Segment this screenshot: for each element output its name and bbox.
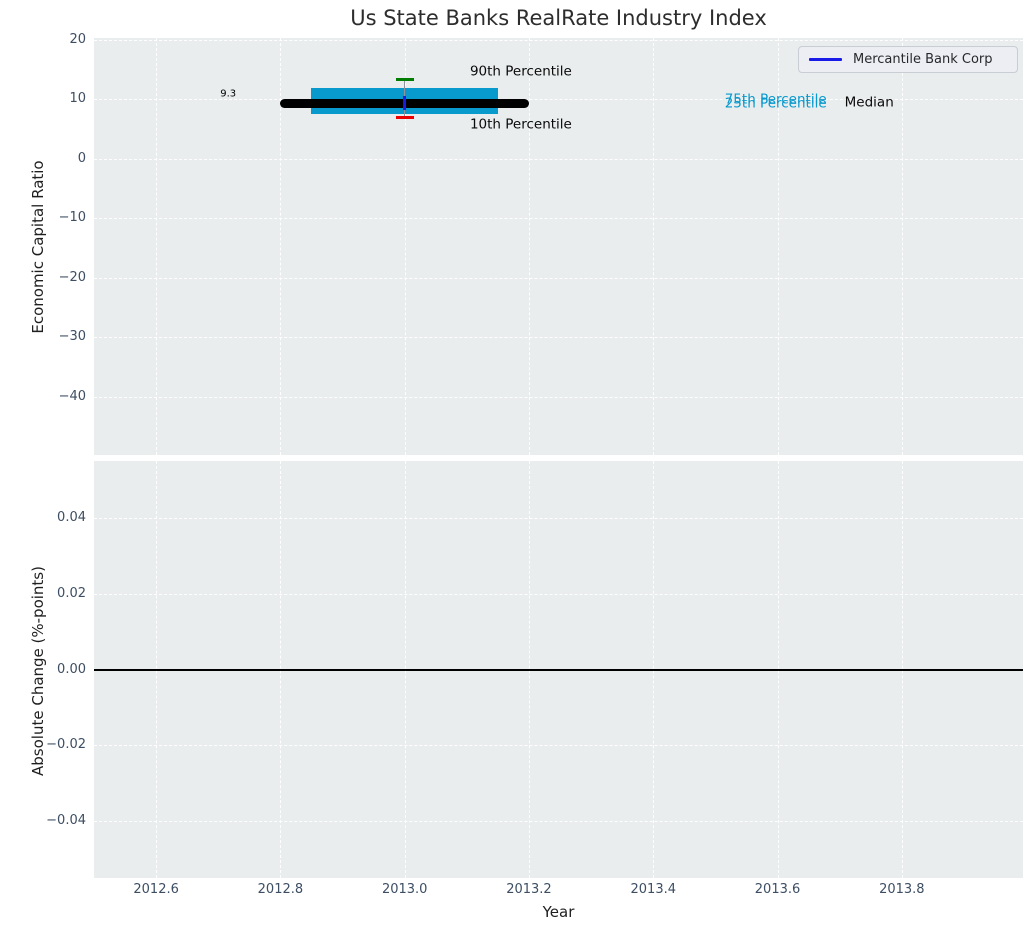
annotation-p10-label: 10th Percentile <box>470 117 572 132</box>
gridline-horizontal <box>94 159 1023 160</box>
y-tick-label: 10 <box>0 90 86 108</box>
x-tick-label: 2013.6 <box>743 881 813 899</box>
gridline-horizontal <box>94 745 1023 746</box>
gridline-horizontal <box>94 518 1023 519</box>
annotation-p90-label: 90th Percentile <box>470 64 572 79</box>
y-tick-label: −10 <box>0 209 86 227</box>
figure: Us State Banks RealRate Industry Index 9… <box>0 0 1034 942</box>
y-tick-label: −0.02 <box>0 736 86 754</box>
annotation-median-value-label: 9.3 <box>220 88 236 99</box>
x-tick-label: 2013.8 <box>867 881 937 899</box>
company-marker <box>403 96 406 110</box>
x-axis-label: Year <box>94 903 1023 921</box>
gridline-horizontal <box>94 594 1023 595</box>
y-tick-label: −0.04 <box>0 812 86 830</box>
x-tick-label: 2013.4 <box>618 881 688 899</box>
legend-label: Mercantile Bank Corp <box>853 52 993 67</box>
y-tick-label: −30 <box>0 328 86 346</box>
gridline-horizontal <box>94 278 1023 279</box>
chart-title: Us State Banks RealRate Industry Index <box>94 6 1023 30</box>
legend-line-sample <box>809 58 842 61</box>
y-tick-label: 0.02 <box>0 585 86 603</box>
y-tick-label: 20 <box>0 31 86 49</box>
x-tick-label: 2012.8 <box>245 881 315 899</box>
bottom-plot-panel <box>94 461 1023 878</box>
y-tick-label: 0.04 <box>0 509 86 527</box>
y-tick-label: 0.00 <box>0 661 86 679</box>
y-tick-label: −20 <box>0 269 86 287</box>
zero-line <box>94 669 1023 671</box>
x-tick-label: 2013.0 <box>370 881 440 899</box>
gridline-horizontal <box>94 821 1023 822</box>
gridline-horizontal <box>94 397 1023 398</box>
top-y-axis-label: Economic Capital Ratio <box>29 147 47 347</box>
p10-cap <box>396 116 414 120</box>
gridline-vertical <box>902 38 903 455</box>
gridline-vertical <box>156 38 157 455</box>
gridline-horizontal <box>94 40 1023 41</box>
legend: Mercantile Bank Corp <box>798 46 1018 73</box>
x-tick-label: 2013.2 <box>494 881 564 899</box>
annotation-p25-label: 25th Percentile <box>725 96 827 111</box>
x-tick-label: 2012.6 <box>121 881 191 899</box>
top-plot-panel: 9.390th Percentile10th Percentile75th Pe… <box>94 38 1023 455</box>
annotation-median-label: Median <box>845 95 894 110</box>
p90-cap <box>396 78 414 82</box>
gridline-vertical <box>653 38 654 455</box>
y-tick-label: 0 <box>0 150 86 168</box>
gridline-horizontal <box>94 337 1023 338</box>
y-tick-label: −40 <box>0 388 86 406</box>
gridline-horizontal <box>94 218 1023 219</box>
gridline-vertical <box>529 38 530 455</box>
